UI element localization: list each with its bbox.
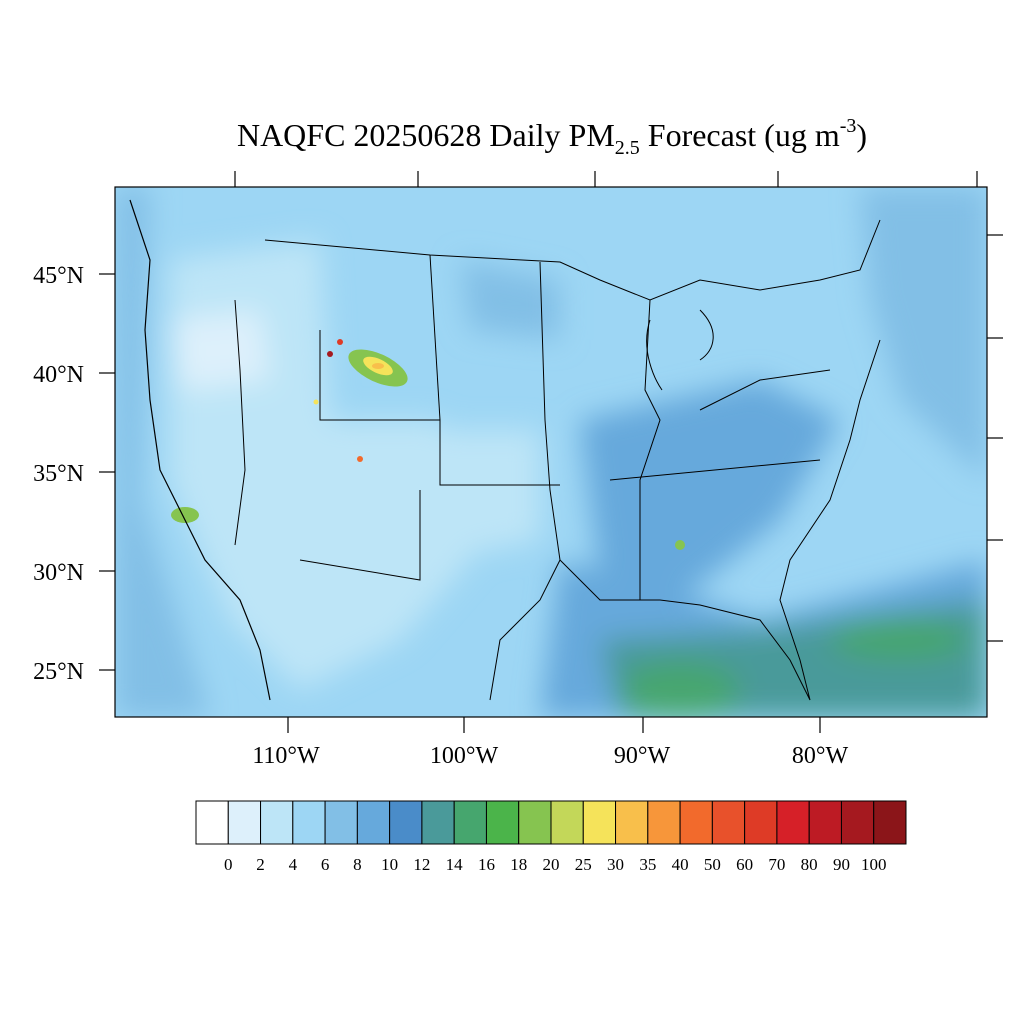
- colorbar-box: [389, 800, 423, 845]
- colorbar-label: 8: [353, 855, 362, 874]
- map-frame: [114, 186, 988, 718]
- lon-label: 110°W: [252, 743, 320, 769]
- colorbar-label: 6: [321, 855, 330, 874]
- colorbar-label: 18: [510, 855, 527, 874]
- colorbar-box: [840, 800, 875, 845]
- colorbar-box: [292, 800, 326, 845]
- colorbar-box: [324, 800, 358, 845]
- lon-label: 100°W: [430, 743, 499, 769]
- lon-label: 90°W: [614, 743, 671, 769]
- colorbar-label: 4: [289, 855, 298, 874]
- colorbar-label: 60: [736, 855, 753, 874]
- colorbar-label: 2: [256, 855, 265, 874]
- colorbar-box: [485, 800, 520, 845]
- colorbar-label: 90: [833, 855, 850, 874]
- colorbar-label: 25: [575, 855, 592, 874]
- colorbar-box: [679, 800, 713, 845]
- lon-label: 80°W: [792, 743, 849, 769]
- colorbar-box: [615, 800, 649, 845]
- lat-label: 40°N: [33, 362, 84, 388]
- colorbar-label: 16: [478, 855, 495, 874]
- lat-label: 35°N: [33, 461, 84, 487]
- colorbar-box: [582, 800, 617, 845]
- colorbar-label: 14: [446, 855, 464, 874]
- colorbar-label: 80: [801, 855, 818, 874]
- colorbar-label: 40: [672, 855, 689, 874]
- colorbar-label: 50: [704, 855, 721, 874]
- lat-label: 25°N: [33, 659, 84, 685]
- colorbar-box: [356, 800, 391, 845]
- colorbar-box: [227, 800, 262, 845]
- frame-ticks: [99, 171, 1003, 733]
- colorbar-label: 0: [224, 855, 233, 874]
- colorbar-box: [711, 800, 746, 845]
- colorbar-box: [260, 800, 294, 845]
- colorbar-box: [550, 800, 584, 845]
- colorbar-box: [776, 800, 810, 845]
- boundaries: [129, 199, 881, 701]
- axis-labels: 45°N 40°N 35°N 30°N 25°N 110°W 100°W 90°…: [33, 263, 848, 769]
- colorbar-box: [421, 800, 455, 845]
- colorbar-label: 100: [861, 855, 887, 874]
- colorbar-label: 70: [768, 855, 785, 874]
- colorbar-box: [518, 800, 552, 845]
- pm25-field: [115, 187, 987, 717]
- colorbar-label: 30: [607, 855, 624, 874]
- lat-label: 30°N: [33, 560, 84, 586]
- colorbar-box: [873, 800, 907, 845]
- colorbar-box: [808, 800, 842, 845]
- colorbar: 0 2 4 6 8 10 12 14 16 18 20 25 30 35 40 50 60 70 80 90 100: [195, 800, 907, 874]
- colorbar-label: 20: [543, 855, 560, 874]
- map-title: NAQFC 20250628 Daily PM2.5 Forecast (ug …: [237, 115, 867, 159]
- colorbar-label: 10: [381, 855, 398, 874]
- colorbar-label: 35: [639, 855, 656, 874]
- colorbar-label: 12: [413, 855, 430, 874]
- colorbar-box: [744, 800, 778, 845]
- colorbar-box: [647, 800, 681, 845]
- colorbar-box: [453, 800, 487, 845]
- colorbar-box: [195, 800, 229, 845]
- lat-label: 45°N: [33, 263, 84, 289]
